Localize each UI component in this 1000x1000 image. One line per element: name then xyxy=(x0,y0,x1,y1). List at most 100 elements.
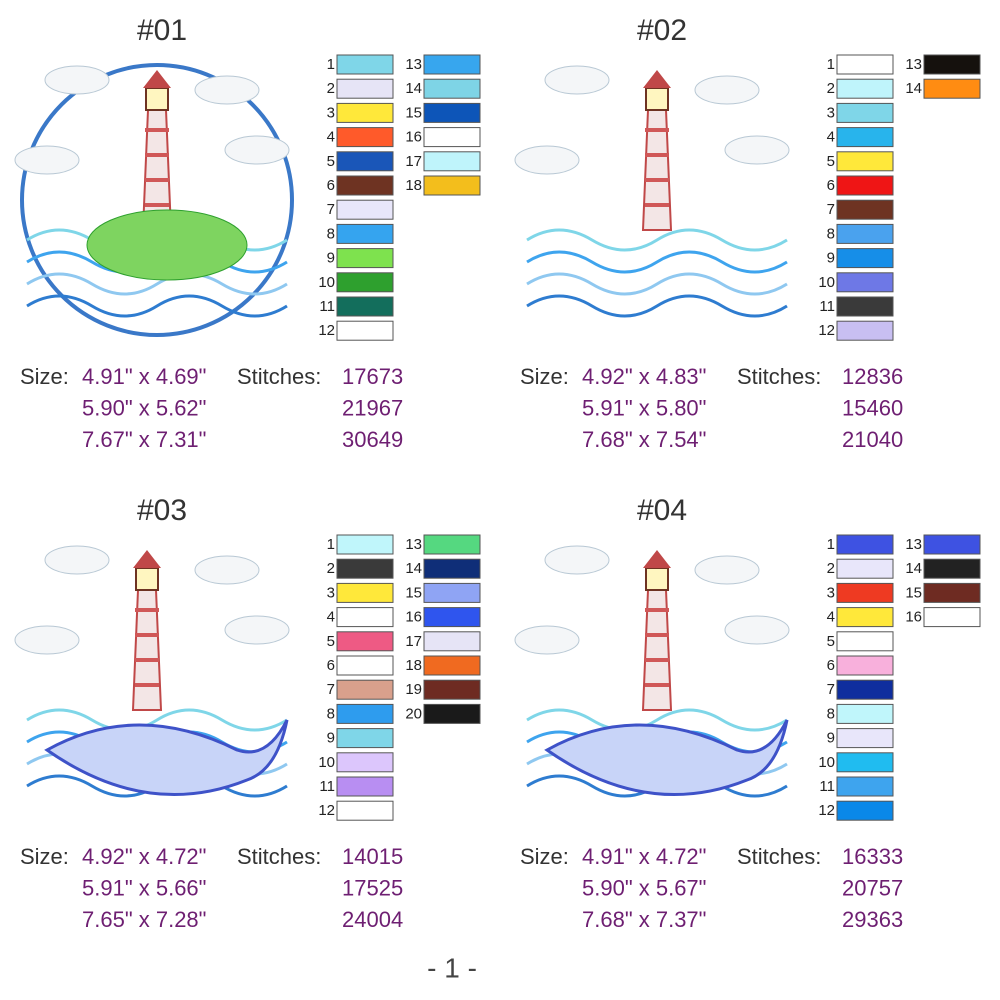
color-swatch xyxy=(423,679,481,700)
wave xyxy=(26,294,288,318)
cloud xyxy=(694,75,760,105)
color-swatch xyxy=(336,558,394,579)
color-number: 7 xyxy=(327,681,335,698)
color-number: 6 xyxy=(327,177,335,194)
color-number: 14 xyxy=(905,560,922,577)
cloud xyxy=(544,545,610,575)
cloud xyxy=(14,625,80,655)
color-number: 11 xyxy=(819,298,835,315)
color-swatch xyxy=(423,582,481,603)
stitches-label: Stitches: xyxy=(737,844,821,869)
lamp xyxy=(135,567,159,591)
cloud xyxy=(44,65,110,95)
color-number: 3 xyxy=(827,104,835,121)
color-number: 3 xyxy=(327,104,335,121)
color-number: 12 xyxy=(818,322,835,339)
whale xyxy=(44,719,289,796)
color-number: 8 xyxy=(327,225,335,242)
color-number: 10 xyxy=(318,754,335,771)
stitch-count: 29363 xyxy=(842,907,903,932)
color-number: 4 xyxy=(827,609,835,626)
stitch-count: 21967 xyxy=(342,395,403,420)
stitches-label: Stitches: xyxy=(237,844,321,869)
size-value: 7.68" x 7.54" xyxy=(582,427,706,452)
color-swatch xyxy=(836,655,894,676)
color-swatch xyxy=(423,703,481,724)
color-number: 6 xyxy=(327,657,335,674)
color-swatch xyxy=(423,558,481,579)
color-number: 12 xyxy=(818,802,835,819)
color-number: 1 xyxy=(827,56,835,73)
color-number: 8 xyxy=(327,705,335,722)
color-swatch xyxy=(336,582,394,603)
cloud xyxy=(194,75,260,105)
color-number: 14 xyxy=(405,560,422,577)
color-swatch xyxy=(336,679,394,700)
color-number: 17 xyxy=(405,633,422,650)
roof xyxy=(643,550,671,568)
lamp xyxy=(645,567,669,591)
size-value: 4.92" x 4.72" xyxy=(82,844,206,869)
color-swatch xyxy=(836,272,894,293)
size-value: 4.91" x 4.69" xyxy=(82,364,206,389)
wave xyxy=(26,272,288,296)
color-number: 15 xyxy=(905,584,922,601)
color-number: 11 xyxy=(319,778,335,795)
color-number: 5 xyxy=(327,153,335,170)
stitch-count: 21040 xyxy=(842,427,903,452)
color-swatch xyxy=(923,558,981,579)
wave xyxy=(526,294,788,318)
color-swatch xyxy=(923,54,981,75)
color-swatch xyxy=(836,175,894,196)
lamp xyxy=(145,87,169,111)
color-swatch xyxy=(423,655,481,676)
color-swatch xyxy=(836,582,894,603)
hill xyxy=(86,209,248,281)
color-number: 9 xyxy=(327,730,335,747)
color-number: 14 xyxy=(405,80,422,97)
wave xyxy=(526,228,788,252)
cloud xyxy=(544,65,610,95)
color-number: 11 xyxy=(819,778,835,795)
color-swatch xyxy=(336,728,394,749)
color-number: 2 xyxy=(327,80,335,97)
roof xyxy=(643,70,671,88)
color-swatch xyxy=(836,534,894,555)
wave xyxy=(26,708,288,732)
color-swatch xyxy=(336,776,394,797)
color-number: 5 xyxy=(827,633,835,650)
color-swatch xyxy=(336,800,394,821)
color-swatch xyxy=(336,102,394,123)
cloud xyxy=(694,555,760,585)
color-number: 16 xyxy=(905,609,922,626)
color-number: 7 xyxy=(327,201,335,218)
cloud xyxy=(724,615,790,645)
cloud xyxy=(224,615,290,645)
wave xyxy=(526,272,788,296)
stitch-count: 17673 xyxy=(342,364,403,389)
stitch-count: 20757 xyxy=(842,875,903,900)
size-label: Size: xyxy=(20,364,69,389)
stitch-count: 16333 xyxy=(842,844,903,869)
size-value: 5.91" x 5.80" xyxy=(582,395,706,420)
color-swatch xyxy=(336,655,394,676)
color-swatch xyxy=(836,127,894,148)
color-number: 4 xyxy=(827,129,835,146)
cloud xyxy=(194,555,260,585)
color-swatch xyxy=(423,534,481,555)
color-number: 12 xyxy=(318,322,335,339)
color-number: 4 xyxy=(327,609,335,626)
color-number: 11 xyxy=(319,298,335,315)
lamp xyxy=(645,87,669,111)
color-swatch xyxy=(923,534,981,555)
frame xyxy=(20,63,294,337)
color-swatch xyxy=(336,703,394,724)
color-swatch xyxy=(836,752,894,773)
cloud xyxy=(514,145,580,175)
size-value: 4.92" x 4.83" xyxy=(582,364,706,389)
color-number: 18 xyxy=(405,177,422,194)
color-swatch xyxy=(923,582,981,603)
